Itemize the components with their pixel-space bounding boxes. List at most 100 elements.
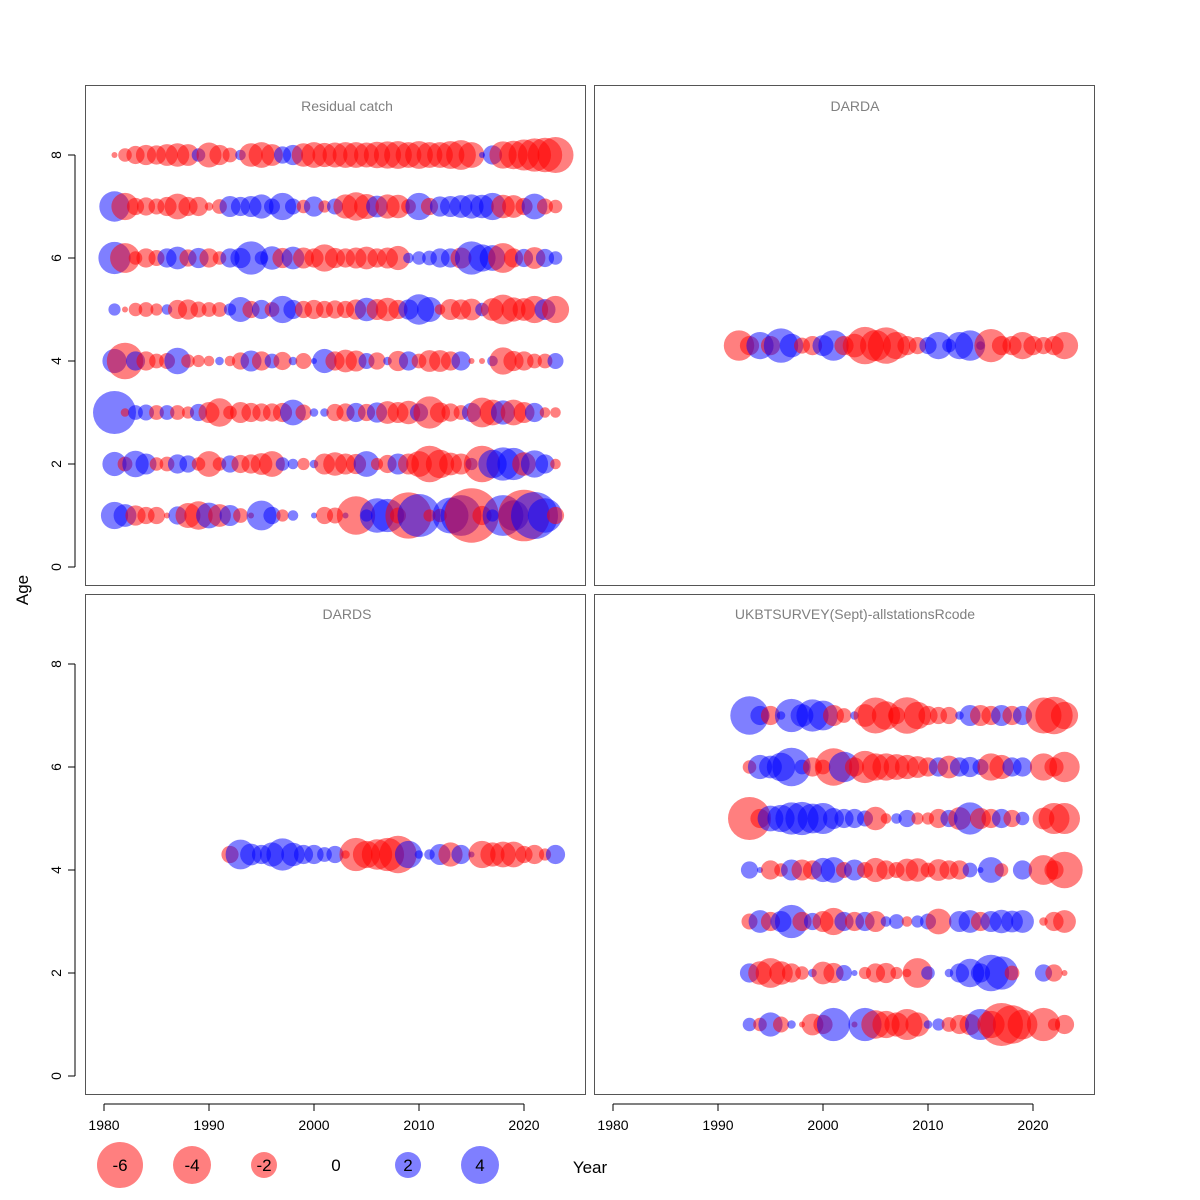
legend-bubble: [173, 1146, 211, 1184]
residual-bubble: [368, 352, 386, 370]
x-axis-left: 1980 1990 2000 2010 2020: [88, 1103, 540, 1133]
x-tick-label: 2000: [807, 1117, 838, 1133]
residual-bubble: [760, 705, 781, 726]
residual-bubble: [514, 351, 534, 371]
panel-frame-dards: [85, 594, 586, 1095]
residual-bubble: [1004, 965, 1020, 981]
residual-bubble: [548, 199, 563, 214]
residual-bubble: [880, 813, 892, 824]
residual-bubble: [548, 251, 563, 265]
y-tick-label: 2: [48, 969, 64, 977]
residual-bubble: [128, 302, 143, 317]
residual-bubble: [397, 494, 441, 537]
residual-bubble: [385, 245, 411, 271]
residual-bubble: [851, 970, 858, 976]
x-tick-label: 1980: [597, 1117, 628, 1133]
residual-bubble: [170, 405, 185, 420]
residual-bubble: [263, 506, 281, 525]
residual-bubble: [1054, 1014, 1075, 1035]
residual-bubble: [196, 451, 222, 477]
x-axis-right: 1980 1990 2000 2010 2020: [597, 1103, 1049, 1133]
residual-bubble: [451, 844, 471, 865]
y-tick-label: 0: [48, 563, 64, 571]
residual-bubble: [836, 708, 852, 723]
residual-bubble: [394, 840, 423, 869]
residual-bubble: [740, 861, 759, 879]
residual-bubble: [287, 458, 299, 470]
residual-bubble: [164, 347, 191, 375]
residual-bubble: [1012, 757, 1033, 777]
bubble-legend: -6 -4 -2 0 2 4: [97, 1142, 499, 1188]
residual-bubble: [136, 351, 156, 371]
residual-bubble: [353, 451, 380, 477]
x-tick-label: 1990: [193, 1117, 224, 1133]
residual-bubble: [414, 850, 424, 859]
x-tick-label: 2020: [508, 1117, 539, 1133]
residual-bubble: [318, 200, 331, 213]
residual-bubble: [924, 332, 953, 360]
residual-bubble: [234, 241, 268, 275]
residual-bubble: [423, 509, 436, 522]
residual-bubble: [962, 862, 978, 878]
residual-bubble: [204, 202, 214, 211]
residual-bubble: [222, 147, 238, 163]
panel-frame-residual-catch: [85, 85, 586, 586]
legend-bubble: [97, 1142, 143, 1188]
residual-bubble: [412, 251, 426, 265]
residual-bubble: [147, 506, 166, 525]
residual-bubble: [326, 845, 344, 864]
residual-bubble: [451, 351, 471, 371]
residual-bubble: [527, 498, 563, 533]
residual-bubble: [444, 488, 499, 543]
residual-bubble: [911, 812, 924, 825]
residual-bubble: [93, 391, 136, 434]
residual-bubble: [209, 144, 230, 166]
y-tick-label: 4: [48, 357, 64, 365]
x-tick-label: 2010: [403, 1117, 434, 1133]
residual-bubble: [889, 914, 904, 929]
residual-bubble: [728, 797, 771, 840]
y-tick-label: 0: [48, 1072, 64, 1080]
residual-bubble: [303, 196, 325, 217]
residual-bubble: [458, 142, 485, 168]
panel-bubbles: [723, 326, 1079, 365]
y-tick-label: 2: [48, 460, 64, 468]
residual-bubble: [295, 404, 312, 421]
residual-bubble: [905, 1012, 930, 1037]
residual-bubble: [304, 844, 324, 865]
legend-label: 4: [475, 1156, 484, 1175]
residual-bubble: [865, 911, 886, 932]
residual-bubble: [1049, 803, 1080, 834]
residual-bubble: [386, 194, 410, 219]
residual-bubble: [273, 351, 292, 371]
panel-frame-ukbt-survey: [594, 594, 1095, 1095]
residual-bubble: [1026, 1007, 1061, 1042]
residual-bubble: [1061, 970, 1068, 976]
legend-bubble: [251, 1152, 277, 1178]
residual-bubble: [199, 248, 219, 268]
residual-bubble: [275, 457, 290, 471]
y-tick-label: 4: [48, 866, 64, 874]
residual-bubble: [863, 806, 888, 831]
residual-bubble: [102, 451, 127, 477]
residual-bubble: [550, 458, 561, 470]
residual-bubble: [787, 1020, 796, 1029]
residual-bubble: [205, 398, 234, 427]
residual-bubble: [111, 152, 118, 158]
residual-bubble: [1011, 910, 1034, 933]
residual-bubble: [122, 306, 128, 313]
residual-bubble: [192, 354, 205, 368]
residual-bubble: [994, 863, 1009, 877]
residual-bubble: [179, 455, 197, 473]
residual-bubble: [188, 196, 209, 217]
residual-bubble: [233, 508, 248, 523]
residual-bubble: [251, 351, 272, 371]
residual-bubble: [923, 1020, 933, 1029]
residual-bubble: [297, 457, 310, 471]
panel-bubbles: [221, 835, 566, 874]
y-tick-label: 8: [48, 660, 64, 668]
legend-label: 0: [331, 1156, 340, 1175]
residual-bubble: [898, 809, 916, 828]
residual-bubble: [398, 351, 419, 371]
residual-bubble: [1053, 910, 1076, 933]
